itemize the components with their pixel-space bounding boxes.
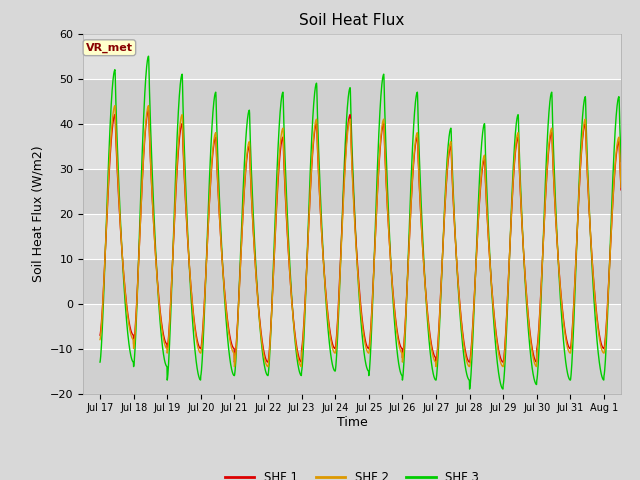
SHF 2	[266, 340, 274, 346]
SHF 2	[111, 103, 119, 108]
Bar	[83, 79, 621, 123]
SHF 2	[634, 350, 640, 356]
SHF 2	[150, 226, 157, 231]
SHF 2	[561, 332, 569, 337]
SHF 1	[561, 328, 569, 334]
Bar	[83, 214, 621, 259]
SHF 3	[634, 372, 640, 378]
SHF 3	[531, 378, 538, 384]
Line: SHF 3: SHF 3	[100, 56, 637, 389]
Line: SHF 1: SHF 1	[100, 110, 637, 362]
Legend: SHF 1, SHF 2, SHF 3: SHF 1, SHF 2, SHF 3	[220, 466, 484, 480]
SHF 3	[150, 210, 157, 216]
Text: VR_met: VR_met	[86, 43, 133, 53]
Bar	[83, 34, 621, 79]
SHF 3	[266, 349, 274, 355]
SHF 2	[531, 361, 538, 367]
SHF 3	[96, 359, 104, 365]
Bar	[83, 303, 621, 348]
SHF 1	[531, 356, 538, 362]
SHF 1	[627, 313, 634, 319]
SHF 1	[266, 336, 274, 342]
SHF 3	[401, 338, 409, 344]
SHF 1	[230, 359, 238, 365]
SHF 2	[230, 364, 238, 370]
SHF 1	[145, 108, 152, 113]
Bar	[83, 123, 621, 168]
SHF 3	[145, 53, 152, 59]
SHF 1	[150, 226, 157, 231]
SHF 3	[561, 353, 569, 359]
SHF 2	[96, 336, 104, 342]
Line: SHF 2: SHF 2	[100, 106, 637, 367]
SHF 2	[401, 324, 409, 330]
X-axis label: Time: Time	[337, 416, 367, 429]
SHF 3	[627, 328, 634, 334]
Bar	[83, 348, 621, 394]
Y-axis label: Soil Heat Flux (W/m2): Soil Heat Flux (W/m2)	[31, 145, 44, 282]
SHF 1	[96, 332, 104, 338]
Bar	[83, 259, 621, 303]
SHF 1	[401, 321, 409, 326]
SHF 3	[466, 386, 474, 392]
SHF 1	[634, 346, 640, 351]
Bar	[83, 168, 621, 214]
Title: Soil Heat Flux: Soil Heat Flux	[300, 13, 404, 28]
SHF 2	[627, 316, 634, 322]
